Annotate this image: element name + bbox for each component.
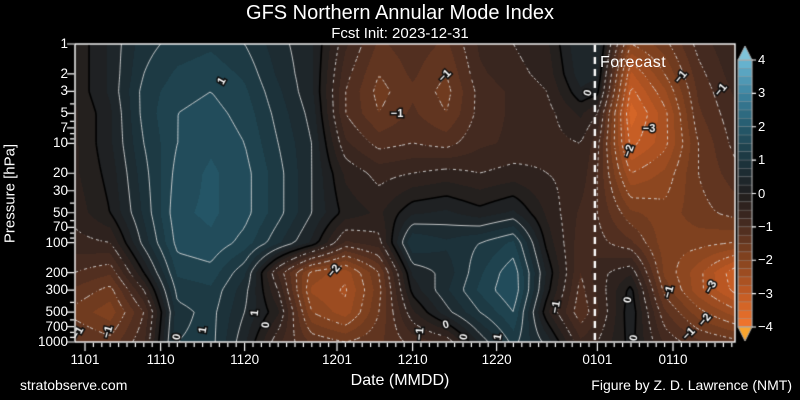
y-tick-label: 10: [52, 135, 68, 151]
watermark-stratobserve: stratobserve.com: [20, 377, 128, 393]
y-tick-label: 700: [45, 318, 68, 334]
x-tick-label: 0110: [658, 352, 688, 367]
y-tick-label: 70: [52, 219, 68, 235]
colorbar-tick-label: 1: [758, 152, 766, 168]
y-tick-label: 1: [60, 36, 68, 51]
y-tick-label: 2: [60, 65, 68, 81]
colorbar-tick-label: 0: [758, 185, 766, 201]
y-tick-label: 1000: [37, 334, 68, 349]
colorbar-tick-label: −2: [758, 252, 773, 268]
y-tick-label: 300: [45, 282, 68, 298]
y-tick-label: 5: [60, 105, 68, 121]
x-tick-label: 0101: [582, 352, 613, 367]
y-tick-label: 3: [60, 83, 68, 99]
colorbar-tick-label: −4: [758, 319, 773, 334]
x-tick-label: 1210: [397, 352, 428, 367]
y-tick-label: 100: [45, 234, 68, 250]
colorbar-tick-label: 4: [758, 52, 766, 67]
y-tick-label: 30: [52, 182, 68, 198]
y-tick-label: 7: [60, 119, 68, 135]
chart-title: GFS Northern Annular Mode Index: [246, 2, 554, 24]
x-tick-label: 1201: [321, 352, 353, 367]
x-tick-label: 1101: [70, 352, 100, 367]
figure-credit: Figure by Z. D. Lawrence (NMT): [591, 377, 792, 393]
colorbar-tick-label: −1: [758, 218, 773, 234]
colorbar-tick-label: 3: [758, 85, 766, 101]
chart-subtitle: Fcst Init: 2023-12-31: [331, 25, 469, 42]
x-axis-title: Date (MMDD): [350, 372, 450, 389]
forecast-label: Forecast: [600, 54, 667, 71]
y-tick-label: 500: [45, 304, 68, 320]
colorbar-tick-label: −3: [758, 285, 773, 301]
x-tick-label: 1110: [146, 352, 175, 367]
x-tick-label: 1220: [481, 352, 512, 367]
colorbar-tick-label: 2: [758, 118, 766, 134]
y-tick-label: 50: [52, 204, 68, 220]
y-tick-label: 200: [45, 264, 68, 280]
x-tick-label: 1120: [230, 352, 260, 367]
y-tick-label: 20: [52, 165, 68, 181]
